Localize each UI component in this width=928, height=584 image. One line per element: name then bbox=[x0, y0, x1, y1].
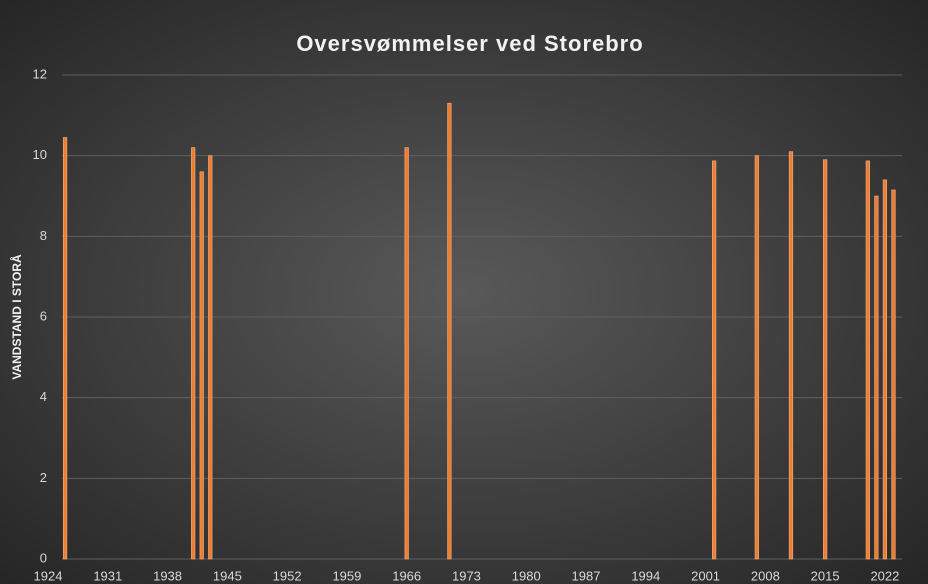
bar bbox=[823, 159, 828, 560]
bar bbox=[191, 147, 196, 560]
x-tick-label: 2015 bbox=[811, 568, 840, 583]
x-tick-label: 1980 bbox=[512, 568, 541, 583]
bar bbox=[208, 155, 213, 560]
x-tick-label: 1952 bbox=[273, 568, 302, 583]
bar bbox=[788, 151, 794, 560]
x-tick-label: 1945 bbox=[213, 568, 242, 583]
bar bbox=[199, 171, 204, 560]
x-tick-label: 1994 bbox=[631, 568, 660, 583]
y-tick-label: 0 bbox=[40, 550, 47, 565]
x-tick-label: 1959 bbox=[332, 568, 361, 583]
bar bbox=[62, 137, 68, 560]
bar bbox=[874, 195, 879, 560]
y-tick-label: 4 bbox=[40, 389, 47, 404]
bar bbox=[754, 155, 759, 560]
y-tick-label: 2 bbox=[40, 470, 47, 485]
bar bbox=[891, 189, 896, 560]
x-tick-label: 1924 bbox=[34, 568, 63, 583]
x-tick-label: 1931 bbox=[93, 568, 122, 583]
x-tick-label: 2001 bbox=[691, 568, 720, 583]
x-tick-label: 2008 bbox=[751, 568, 780, 583]
x-tick-label: 1973 bbox=[452, 568, 481, 583]
bar bbox=[865, 160, 870, 560]
x-tick-label: 1966 bbox=[392, 568, 421, 583]
bar bbox=[404, 147, 409, 560]
y-tick-label: 10 bbox=[33, 147, 47, 162]
y-tick-label: 6 bbox=[40, 308, 47, 323]
chart-title: Oversvømmelser ved Storebro bbox=[296, 31, 643, 56]
y-axis-label: VANDSTAND I STORÅ bbox=[9, 254, 24, 380]
x-tick-label: 1987 bbox=[572, 568, 601, 583]
x-tick-label: 1938 bbox=[153, 568, 182, 583]
y-tick-label: 8 bbox=[40, 228, 47, 243]
bar bbox=[882, 179, 888, 560]
bar bbox=[712, 160, 717, 560]
bar bbox=[447, 102, 452, 560]
x-tick-label: 2022 bbox=[870, 568, 899, 583]
y-tick-label: 12 bbox=[33, 66, 47, 81]
